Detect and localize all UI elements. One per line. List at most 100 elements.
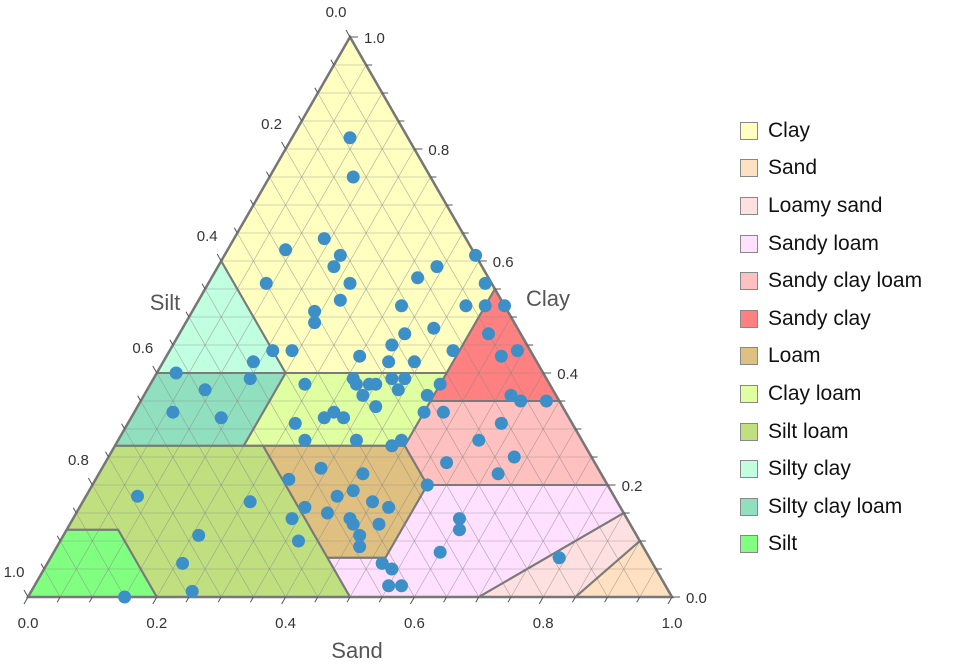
data-point bbox=[353, 349, 367, 363]
tick-silt bbox=[249, 199, 254, 206]
tick-sand bbox=[507, 596, 512, 603]
tick-sand bbox=[56, 596, 61, 603]
data-point bbox=[539, 394, 553, 408]
tick-silt bbox=[105, 451, 109, 458]
data-point bbox=[282, 472, 296, 486]
tick-label-silt: 0.0 bbox=[326, 4, 347, 21]
data-point bbox=[514, 394, 528, 408]
legend-swatch bbox=[740, 234, 758, 253]
data-point bbox=[494, 416, 508, 430]
tick-sand bbox=[88, 596, 93, 603]
data-point bbox=[169, 366, 183, 380]
tick-label-clay: 1.0 bbox=[364, 30, 385, 47]
legend-label: Silt loam bbox=[768, 419, 849, 443]
legend-label: Loamy sand bbox=[768, 193, 883, 217]
tick-silt bbox=[330, 59, 335, 66]
data-point bbox=[130, 489, 144, 503]
grid-line-sand bbox=[381, 344, 528, 598]
grid-line-silt bbox=[269, 176, 512, 598]
legend-swatch bbox=[740, 272, 758, 291]
tick-label-clay: 0.2 bbox=[622, 478, 643, 495]
grid-line-sand bbox=[349, 316, 512, 598]
region-silt bbox=[28, 529, 157, 597]
data-point bbox=[372, 517, 386, 531]
tick-silt bbox=[345, 29, 351, 38]
tick-label-silt: 0.6 bbox=[132, 340, 153, 357]
legend-item-silt-loam: Silt loam bbox=[740, 413, 922, 451]
data-point bbox=[472, 433, 486, 447]
data-point bbox=[333, 293, 347, 307]
tick-label-silt: 0.2 bbox=[261, 116, 282, 133]
data-point bbox=[375, 556, 389, 570]
data-point bbox=[433, 545, 447, 559]
axis-title-silt: Silt bbox=[150, 290, 181, 315]
data-point bbox=[166, 405, 180, 419]
tick-silt bbox=[185, 311, 190, 318]
legend-label: Clay loam bbox=[768, 381, 862, 405]
data-point bbox=[349, 377, 363, 391]
legend-item-sand: Sand bbox=[740, 150, 922, 188]
data-point bbox=[327, 405, 341, 419]
tick-silt bbox=[87, 477, 93, 486]
data-point bbox=[185, 584, 199, 598]
tick-silt bbox=[233, 227, 238, 234]
legend-item-silt: Silt bbox=[740, 526, 922, 564]
legend-swatch bbox=[740, 497, 758, 516]
data-point bbox=[214, 411, 228, 425]
data-point bbox=[343, 276, 357, 290]
tick-sand bbox=[443, 596, 448, 603]
data-point bbox=[507, 450, 521, 464]
data-point bbox=[317, 411, 331, 425]
tick-sand bbox=[475, 596, 480, 603]
data-point bbox=[285, 344, 299, 358]
data-point bbox=[552, 551, 566, 565]
tick-label-sand: 0.2 bbox=[146, 615, 167, 632]
data-point bbox=[382, 500, 396, 514]
tick-silt bbox=[23, 589, 29, 598]
data-point bbox=[385, 338, 399, 352]
tick-label-sand: 1.0 bbox=[662, 615, 683, 632]
data-point bbox=[420, 388, 434, 402]
data-point bbox=[346, 517, 360, 531]
legend-swatch bbox=[740, 384, 758, 403]
legend-label: Sandy clay loam bbox=[768, 269, 923, 293]
data-point bbox=[385, 439, 399, 453]
tick-label-sand: 0.4 bbox=[275, 615, 296, 632]
legend-label: Silty clay loam bbox=[768, 494, 903, 518]
data-point bbox=[308, 304, 322, 318]
data-point bbox=[288, 416, 302, 430]
data-point bbox=[298, 377, 312, 391]
grid-line-silt bbox=[140, 400, 254, 598]
data-point bbox=[411, 271, 425, 285]
data-point bbox=[259, 276, 273, 290]
data-point bbox=[343, 131, 357, 145]
tick-silt bbox=[216, 253, 222, 262]
legend-label: Sandy clay bbox=[768, 306, 871, 330]
tick-sand bbox=[538, 596, 544, 605]
data-point bbox=[353, 528, 367, 542]
data-point bbox=[243, 495, 257, 509]
grid-line-sand bbox=[607, 540, 641, 598]
tick-silt bbox=[266, 171, 270, 178]
legend-swatch bbox=[740, 460, 758, 479]
data-point bbox=[308, 316, 322, 330]
region-silt-loam bbox=[66, 445, 350, 597]
data-point bbox=[385, 562, 399, 576]
tick-sand bbox=[571, 596, 576, 603]
tick-silt bbox=[201, 283, 206, 290]
data-point bbox=[320, 506, 334, 520]
tick-sand bbox=[217, 596, 222, 603]
legend-swatch bbox=[740, 309, 758, 328]
tick-sand bbox=[346, 596, 351, 603]
data-point bbox=[356, 388, 370, 402]
legend-label: Silt bbox=[768, 532, 798, 556]
data-point bbox=[395, 299, 409, 313]
data-point bbox=[333, 248, 347, 262]
data-point bbox=[398, 327, 412, 341]
data-point bbox=[478, 276, 492, 290]
region-sandy-clay-loam bbox=[404, 401, 608, 485]
data-point bbox=[314, 461, 328, 475]
tick-silt bbox=[40, 563, 45, 570]
legend-item-clay-loam: Clay loam bbox=[740, 375, 922, 413]
